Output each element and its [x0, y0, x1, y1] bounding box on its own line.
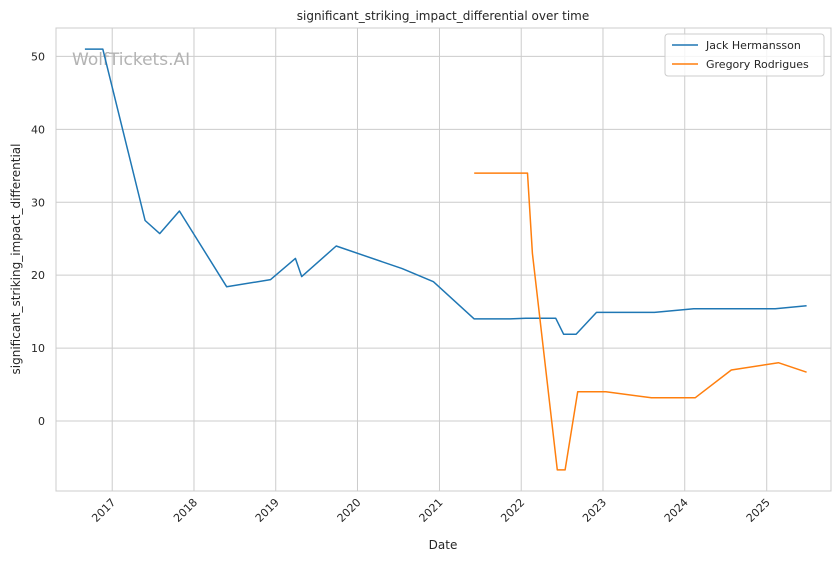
- y-tick-label: 50: [31, 50, 45, 63]
- x-tick-label: 2023: [580, 496, 609, 525]
- y-tick-label: 20: [31, 269, 45, 282]
- x-tick-label: 2022: [498, 496, 527, 525]
- plot-background: [56, 28, 831, 491]
- series-line-1: [84, 48, 807, 335]
- legend: Jack Hermansson Gregory Rodrigues: [664, 33, 825, 77]
- legend-label: Gregory Rodrigues: [706, 58, 809, 71]
- y-tick-label: 0: [38, 415, 45, 428]
- y-tick-label: 10: [31, 342, 45, 355]
- x-axis-ticks: 2017 2018 2019 2020 2021 2022 2023 2024 2025: [89, 496, 772, 525]
- legend-label: Jack Hermansson: [705, 39, 801, 52]
- series-line-2: [474, 172, 807, 471]
- watermark-text: WolfTickets.AI: [72, 50, 190, 70]
- x-tick-label: 2024: [662, 496, 691, 525]
- x-tick-label: 2025: [744, 496, 773, 525]
- plot-frame: [55, 27, 832, 492]
- x-tick-label: 2021: [417, 496, 446, 525]
- x-axis-title: Date: [429, 538, 458, 552]
- x-tick-label: 2018: [171, 496, 200, 525]
- y-axis-title: significant_striking_impact_differential: [9, 144, 23, 375]
- y-axis-ticks: 0 10 20 30 40 50: [31, 50, 45, 428]
- series-lines: [84, 48, 807, 471]
- chart-title: significant_striking_impact_differential…: [297, 9, 589, 23]
- x-tick-label: 2020: [335, 496, 364, 525]
- x-tick-label: 2019: [253, 496, 282, 525]
- y-tick-label: 40: [31, 123, 45, 136]
- x-tick-label: 2017: [89, 496, 118, 525]
- legend-box: [664, 33, 825, 77]
- gridlines: [56, 28, 831, 491]
- y-tick-label: 30: [31, 196, 45, 209]
